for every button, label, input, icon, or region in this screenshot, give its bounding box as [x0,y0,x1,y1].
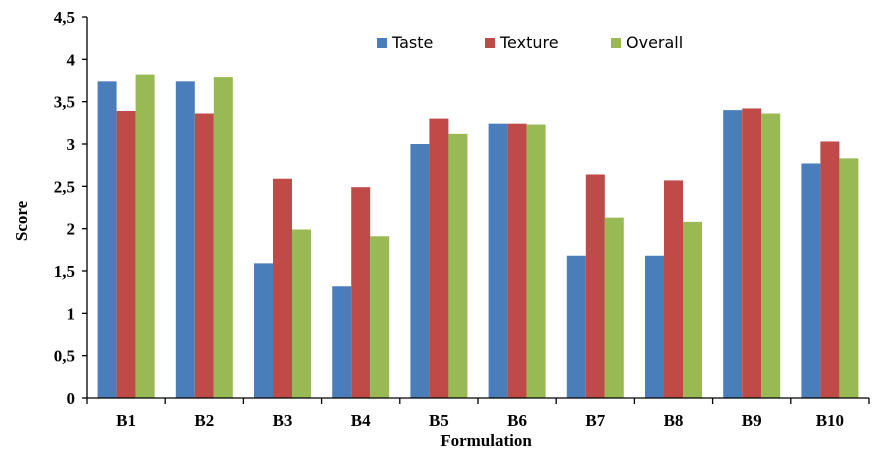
y-tick-label: 3,5 [54,93,75,112]
y-tick-label: 1 [67,304,76,323]
bar-overall-b10 [839,158,859,398]
bar-overall-b4 [370,236,390,398]
x-tick-label: B6 [507,411,527,430]
bar-overall-b6 [526,124,546,398]
y-tick-label: 4 [67,50,76,69]
legend-swatch-taste [377,38,387,48]
bar-taste-b6 [488,123,508,399]
bar-texture-b10 [820,141,840,398]
bar-overall-b2 [213,77,233,398]
bar-taste-b4 [332,286,352,398]
bar-overall-b3 [292,229,311,398]
bar-overall-b9 [761,113,781,399]
y-axis-title: Score [12,200,31,241]
bar-taste-b2 [175,81,195,398]
bar-taste-b9 [723,110,743,398]
y-ticks: 0 0,5 1 1,5 2 2,5 3 3,5 4 4,5 [54,8,87,408]
y-tick-label: 2,5 [54,177,75,196]
x-tick-label: B3 [273,411,293,430]
legend-swatch-texture [485,38,495,48]
bars-group [97,74,859,399]
x-tick-label: B1 [116,411,136,430]
bar-overall-b1 [135,74,155,398]
bar-overall-b5 [448,133,468,398]
bar-texture-b7 [585,174,605,398]
bar-texture-b5 [429,118,449,398]
x-tick-label: B7 [585,411,605,430]
legend-label-overall: Overall [626,33,683,52]
bar-taste-b5 [410,144,430,398]
y-tick-label: 4,5 [54,8,75,27]
bar-texture-b2 [194,113,214,399]
bar-texture-b4 [351,187,371,398]
bar-taste-b1 [97,81,117,398]
x-axis-title: Formulation [440,431,532,450]
bar-texture-b1 [116,110,136,398]
y-tick-label: 0 [67,389,76,408]
bar-taste-b7 [566,255,586,398]
bar-texture-b9 [742,108,762,398]
x-ticks: B1 B2 B3 B4 B5 B6 B7 B8 B9 B10 [86,398,870,430]
x-tick-label: B9 [742,411,762,430]
legend-label-taste: Taste [391,33,433,52]
legend: Taste Texture Overall [377,33,683,52]
bar-texture-b3 [273,178,292,398]
bar-texture-b8 [664,180,683,398]
x-tick-label: B10 [816,411,844,430]
legend-swatch-overall [611,38,621,48]
bar-taste-b8 [645,255,664,398]
y-tick-label: 1,5 [54,262,75,281]
bar-taste-b10 [801,163,821,398]
x-tick-label: B4 [351,411,371,430]
y-tick-label: 3 [67,135,76,154]
bar-overall-b8 [683,221,702,398]
bar-overall-b7 [604,217,624,398]
x-tick-label: B8 [664,411,684,430]
y-tick-label: 0,5 [54,347,75,366]
bar-taste-b3 [254,263,273,398]
x-tick-label: B5 [429,411,449,430]
legend-label-texture: Texture [499,33,559,52]
bar-texture-b6 [507,123,527,399]
x-tick-label: B2 [194,411,214,430]
y-tick-label: 2 [67,220,76,239]
